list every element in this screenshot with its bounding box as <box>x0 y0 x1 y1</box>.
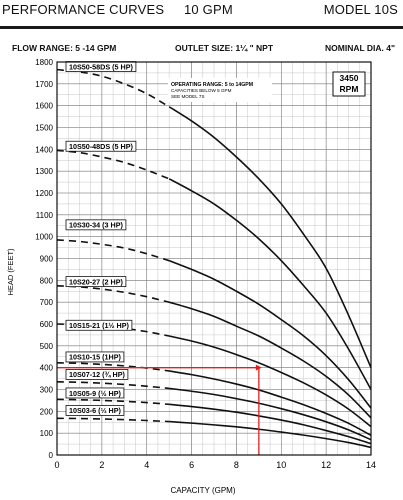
series-label: 10S03-6 (⅓ HP) <box>65 405 125 416</box>
series-label-box <box>65 140 137 152</box>
series-label: 10S50-48DS (5 HP) <box>65 140 137 152</box>
series-label: 10S15-21 (1½ HP) <box>65 319 133 331</box>
x-tick-label: 2 <box>99 460 104 470</box>
series-label: 10S30-34 (3 HP) <box>65 219 127 231</box>
curve-solid-segment <box>168 259 372 409</box>
series-label-box <box>65 405 125 416</box>
series-label-text: 10S20-27 (2 HP) <box>69 277 124 286</box>
y-tick-label: 1300 <box>35 167 53 176</box>
y-axis-title: HEAD (FEET) <box>6 248 15 296</box>
operating-point-arrow <box>255 364 262 371</box>
header-divider <box>0 26 403 29</box>
y-tick-label: 1400 <box>35 145 53 154</box>
x-tick-label: 10 <box>276 460 286 470</box>
header-title-mid: 10 GPM <box>184 2 233 17</box>
rpm-box: 3450 RPM <box>332 71 366 97</box>
y-tick-label: 1500 <box>35 124 53 133</box>
curve-solid-segment <box>168 106 372 368</box>
note-line-2: CAPACITIES BELOW 5 GPM <box>171 88 232 93</box>
series-label: 10S05-9 (½ HP) <box>65 387 125 399</box>
series-label-text: 10S15-21 (1½ HP) <box>69 321 130 330</box>
x-tick-label: 14 <box>366 460 376 470</box>
curve-solid-segment <box>169 370 372 437</box>
header-title-left: PERFORMANCE CURVES <box>2 2 165 17</box>
curve-layer <box>56 68 372 449</box>
flow-range-label: FLOW RANGE: 5 -14 GPM <box>12 43 117 53</box>
nominal-dia-label: NOMINAL DIA. 4" <box>325 43 395 53</box>
curve-solid-segment <box>169 387 372 441</box>
y-tick-label: 200 <box>40 407 54 416</box>
y-tick-label: 600 <box>40 320 54 329</box>
rpm-value: 3450 <box>340 73 359 83</box>
y-tick-label: 700 <box>40 298 54 307</box>
curve-dashed-segment <box>56 68 170 108</box>
y-tick-label: 1200 <box>35 189 53 198</box>
series-label: 10S50-58DS (5 HP) <box>65 61 137 72</box>
note-line-1: OPERATING RANGE: 5 to 14GPM <box>171 82 253 88</box>
y-tick-label: 0 <box>49 451 54 460</box>
label-layer: 10S50-58DS (5 HP) 10S50-48DS (5 HP) 10S30-… <box>65 61 137 416</box>
note-line-3: SEE MODEL 7S <box>171 94 205 99</box>
outlet-size-label: OUTLET SIZE: 1¼ " NPT <box>175 43 274 53</box>
curve-solid-segment <box>169 403 372 445</box>
x-axis-title: CAPACITY (GPM) <box>170 486 235 495</box>
series-label-box <box>65 219 127 231</box>
series-label-text: 10S50-58DS (5 HP) <box>69 62 134 71</box>
series-label-text: 10S50-48DS (5 HP) <box>69 142 134 151</box>
series-label-text: 10S05-9 (½ HP) <box>69 389 122 398</box>
rpm-box-frame <box>332 71 366 97</box>
plot-frame <box>56 61 372 456</box>
x-tick-label: 8 <box>234 460 239 470</box>
x-tick-label: 4 <box>144 460 149 470</box>
curve-solid-segment <box>168 335 372 428</box>
curve-solid-segment <box>168 178 372 390</box>
y-tick-label: 1800 <box>35 58 53 67</box>
series-label: 10S10-15 (1HP) <box>65 351 125 363</box>
rpm-unit: RPM <box>340 84 359 94</box>
header-title-right: MODEL 10S <box>323 2 398 17</box>
series-label: 10S20-27 (2 HP) <box>65 276 127 288</box>
y-tick-label: 1100 <box>36 211 54 220</box>
series-label-text: 10S07-12 (¾ HP) <box>69 370 126 379</box>
series-label-box <box>65 319 133 331</box>
series-label-text: 10S10-15 (1HP) <box>69 353 122 362</box>
operating-range-note: OPERATING RANGE: 5 to 14GPM CAPACITIES B… <box>168 78 272 102</box>
y-tick-label: 100 <box>40 429 54 438</box>
x-tick-label: 0 <box>54 460 59 470</box>
note-backdrop <box>168 78 272 102</box>
series-label-box <box>65 368 129 380</box>
axis-layer: 0 2 4 6 8 10 12 14 0 100 200 300 400 500 600 700 800 900 1… <box>35 58 376 470</box>
series-label-box <box>65 276 127 288</box>
curve-solid-segment <box>168 301 372 419</box>
x-tick-label: 6 <box>189 460 194 470</box>
series-label-text: 10S03-6 (⅓ HP) <box>69 406 122 415</box>
y-tick-label: 1600 <box>35 102 53 111</box>
series-label-box <box>65 387 125 399</box>
curve-solid-segment <box>169 420 372 449</box>
y-tick-label: 800 <box>40 276 54 285</box>
y-tick-label: 300 <box>40 386 54 395</box>
series-label-text: 10S30-34 (3 HP) <box>69 221 124 230</box>
y-tick-label: 900 <box>40 255 54 264</box>
y-tick-label: 500 <box>40 342 54 351</box>
y-tick-label: 400 <box>40 364 54 373</box>
series-label-box <box>65 351 125 363</box>
y-tick-label: 1000 <box>35 233 53 242</box>
x-tick-label: 12 <box>321 460 331 470</box>
series-label: 10S07-12 (¾ HP) <box>65 368 129 380</box>
y-tick-label: 1700 <box>35 80 53 89</box>
marker-layer <box>57 364 262 455</box>
